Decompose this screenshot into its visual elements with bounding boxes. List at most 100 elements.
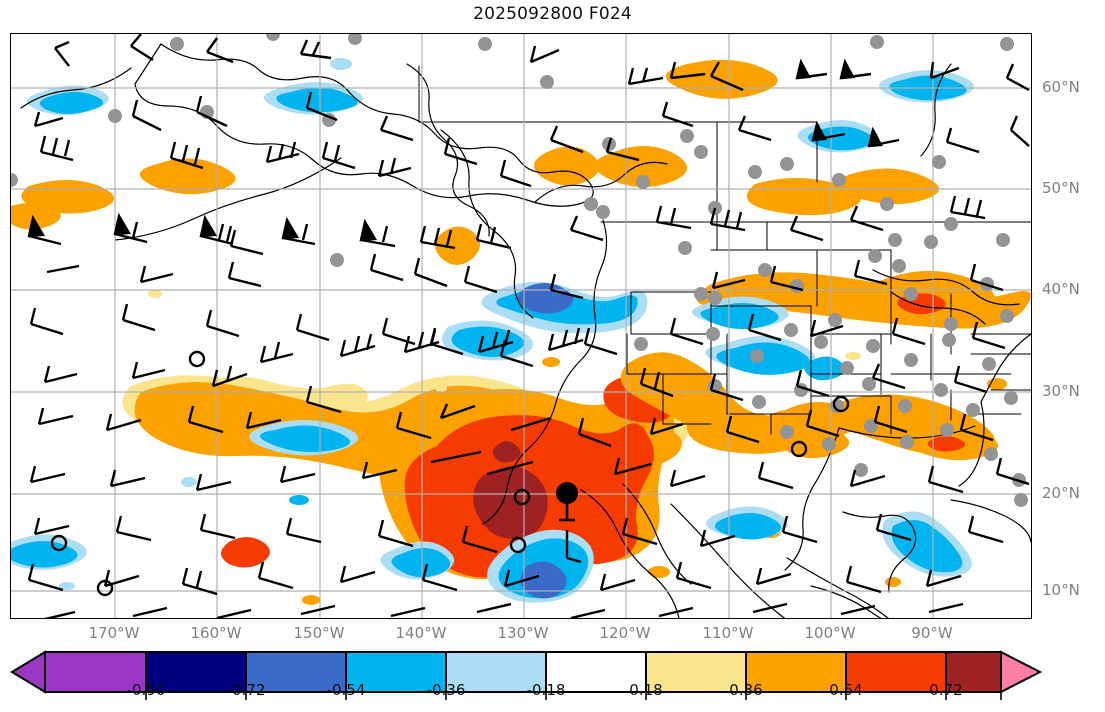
wind-barb (928, 602, 964, 614)
station-dot (984, 447, 998, 461)
station-dot (636, 175, 650, 189)
wind-barb (439, 403, 476, 420)
wind-barb (849, 205, 884, 232)
station-dot (996, 233, 1010, 247)
anomaly-speck (289, 495, 309, 505)
anomaly-fill-orange (533, 146, 600, 186)
wind-barb (195, 473, 232, 492)
figure-title: 2025092800 F024 (473, 4, 632, 24)
tc-marker-tail (559, 504, 575, 522)
coastline-baja (580, 489, 680, 618)
wind-barb (195, 95, 228, 128)
station-dot (11, 173, 18, 187)
wind-barb (709, 373, 744, 402)
station-dot (708, 291, 722, 305)
wind-barb (953, 365, 988, 394)
station-dot (828, 313, 842, 327)
wind-barb (967, 515, 1004, 544)
wind-barb (805, 409, 840, 438)
wind-barb (867, 126, 900, 148)
coastline-aleutians (114, 157, 342, 241)
wind-barb (840, 604, 876, 616)
station-dot (170, 37, 184, 51)
station-dot (348, 34, 362, 45)
wind-barb (54, 40, 70, 67)
wind-barb (359, 218, 396, 248)
wind-barb (565, 530, 582, 564)
station-dot (840, 361, 854, 375)
wind-barb (339, 565, 376, 584)
wind-barb (669, 317, 704, 346)
wind-barb (395, 411, 432, 440)
wind-barb (709, 207, 746, 232)
station-dot (634, 337, 648, 351)
colorbar-seg-1 (145, 651, 247, 693)
anomaly-speck (435, 384, 447, 392)
station-dot (680, 129, 694, 143)
anomaly-fill-cyan (451, 326, 525, 357)
station-dot (1004, 391, 1018, 405)
wind-barb (675, 561, 712, 590)
wind-barb (969, 263, 1004, 292)
anomaly-fill-royalblue (517, 283, 574, 314)
wind-barb (669, 469, 706, 488)
anomaly-fill-orange (594, 146, 688, 188)
coastline-mexico-west (670, 503, 786, 618)
anomaly-shading-layer (11, 58, 1031, 605)
wind-barb (377, 157, 412, 178)
lon-tick-140w: 140°W (395, 624, 447, 642)
anomaly-speck (59, 582, 75, 590)
station-dot (982, 357, 996, 371)
station-dot (870, 35, 884, 49)
station-dot (934, 383, 948, 397)
wind-barb (599, 573, 636, 592)
wind-barb (205, 309, 240, 338)
colorbar-seg-4 (445, 651, 547, 693)
anomaly-speck (845, 352, 861, 360)
wind-barb (299, 39, 332, 60)
colorbar-segments (10, 650, 1043, 694)
wind-barb (46, 264, 80, 274)
station-dot (750, 349, 764, 363)
anomaly-fill-redorange (221, 537, 270, 568)
anomaly-speck (148, 290, 162, 298)
wind-barb (369, 253, 404, 282)
colorbar-tick-label: 0.72 (929, 681, 963, 699)
wind-barb (757, 461, 794, 490)
wind-barb (925, 569, 962, 588)
wind-barb (265, 141, 300, 164)
station-dot (866, 339, 880, 353)
wind-barb (661, 101, 694, 128)
wind-barb (403, 329, 440, 354)
wind-barb (669, 61, 706, 80)
station-dot (832, 173, 846, 187)
anomaly-fill-cyan (259, 425, 351, 452)
wind-barb (995, 457, 1030, 486)
station-dot (966, 403, 980, 417)
coastline-hudson (920, 63, 952, 157)
station-dot (932, 155, 946, 169)
coastline-great-lakes2 (890, 291, 986, 325)
wind-barb (499, 159, 532, 188)
tc-marker-open (790, 440, 808, 458)
wind-barb (131, 99, 162, 132)
wind-barb (321, 141, 356, 170)
wind-barb (725, 415, 760, 444)
anomaly-fill-darkred (492, 441, 521, 463)
wind-barb (583, 327, 618, 356)
anomaly-fill-cyan (715, 513, 781, 540)
lon-tick-120w: 120°W (599, 624, 651, 642)
station-dot (694, 145, 708, 159)
wind-barb (27, 214, 62, 246)
wind-barb (755, 567, 792, 586)
wind-barb (109, 469, 146, 488)
wind-barb (285, 517, 322, 544)
anomaly-fill-orange (665, 59, 778, 99)
lat-tick-20n: 20°N (1042, 484, 1080, 502)
wind-barb (711, 271, 746, 290)
wind-barb (413, 257, 448, 288)
station-dot (854, 463, 868, 477)
station-dot (780, 157, 794, 171)
wind-barb (752, 602, 788, 614)
anomaly-fill-cyan (39, 92, 104, 114)
